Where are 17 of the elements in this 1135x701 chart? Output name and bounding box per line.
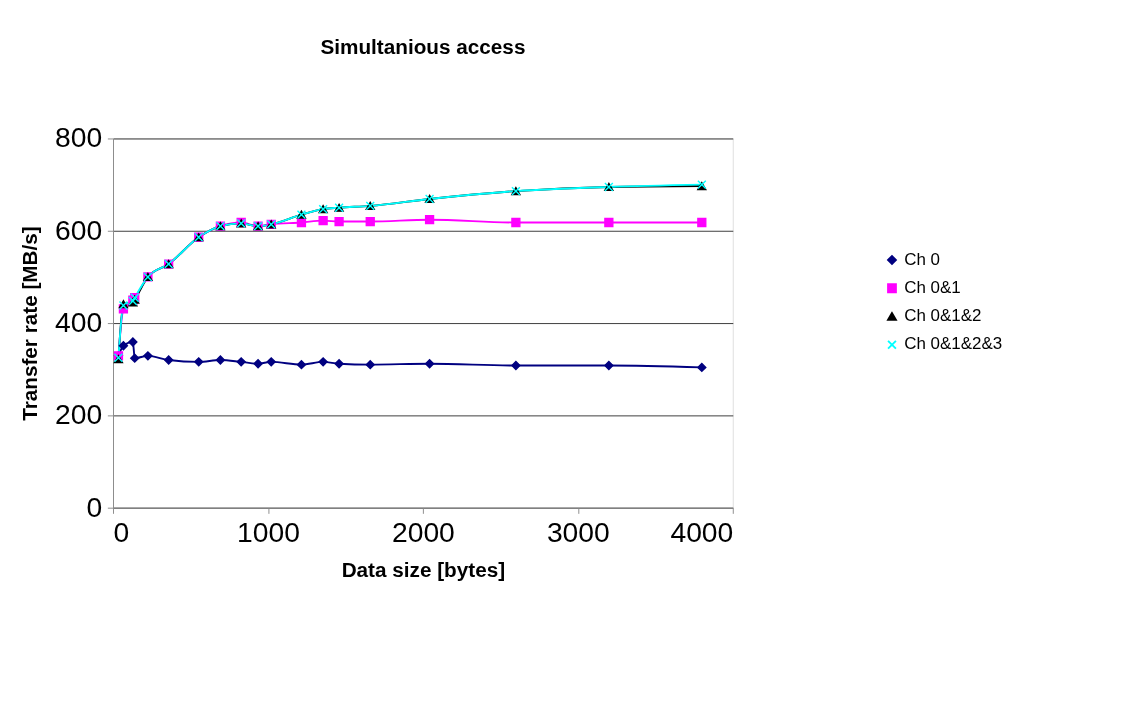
x-tick-label: 0: [113, 516, 130, 549]
y-tick-label: 0: [86, 490, 103, 523]
y-tick-label: 800: [55, 121, 103, 154]
x-tick-label: 4000: [670, 516, 734, 549]
x-tick-label: 1000: [237, 516, 300, 549]
x-tick-label: 2000: [391, 516, 455, 549]
x-tick-label: 3000: [546, 516, 610, 549]
y-tick-label: 200: [55, 398, 103, 431]
legend-label: Ch 0&1&2&3: [904, 334, 1003, 354]
y-tick-label: 600: [55, 213, 103, 246]
legend-label: Ch 0&1&2: [904, 306, 982, 326]
y-axis-title: Transfer rate [MB/s]: [18, 226, 42, 421]
x-axis-title: Data size [bytes]: [341, 557, 506, 581]
legend-label: Ch 0: [904, 249, 941, 269]
y-tick-label: 400: [55, 306, 103, 339]
legend-label: Ch 0&1: [904, 277, 961, 297]
chart-title: Simultanious access: [320, 34, 526, 58]
